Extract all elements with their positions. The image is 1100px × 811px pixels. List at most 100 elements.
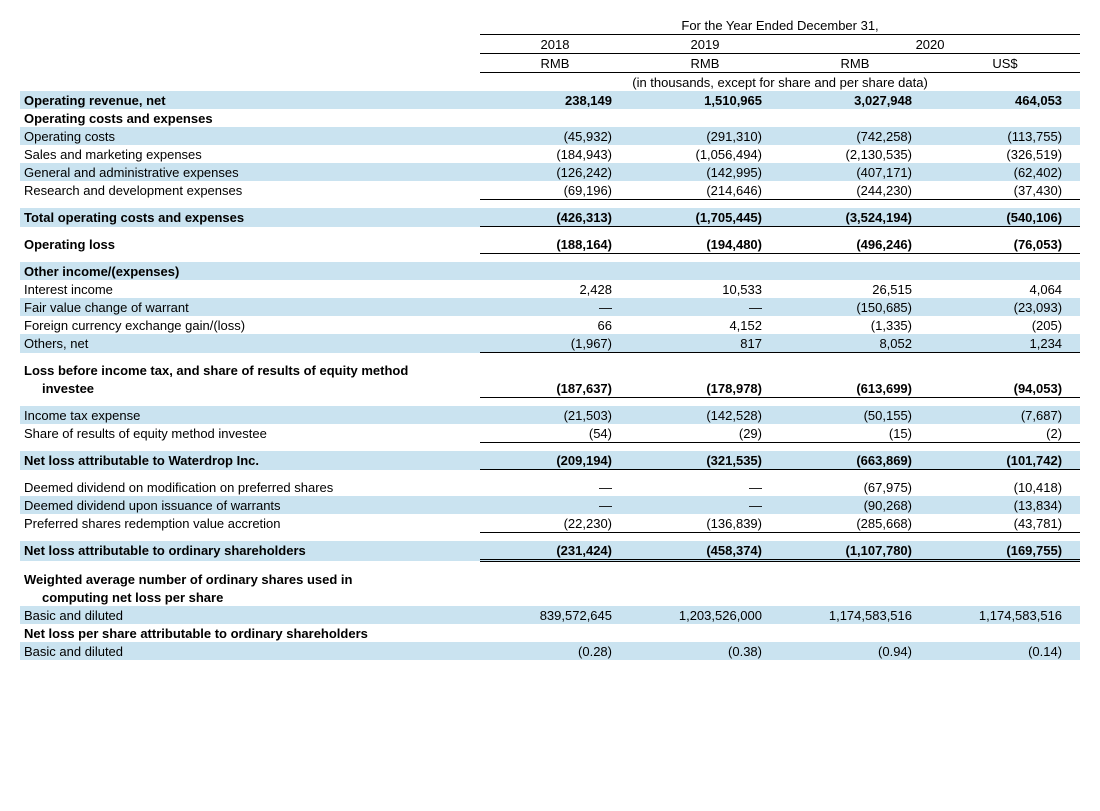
cell bbox=[930, 588, 1080, 606]
cell: 1,203,526,000 bbox=[630, 606, 780, 624]
row-label: Income tax expense bbox=[20, 406, 480, 424]
cell bbox=[630, 570, 780, 588]
cell: (285,668) bbox=[780, 514, 930, 533]
cell: (0.14) bbox=[930, 642, 1080, 660]
cell: (244,230) bbox=[780, 181, 930, 200]
table-row: Deemed dividend on modification on prefe… bbox=[20, 478, 1080, 496]
cell: 464,053 bbox=[930, 91, 1080, 109]
row-label: Operating loss bbox=[20, 235, 480, 254]
cell: (29) bbox=[630, 424, 780, 443]
cell bbox=[930, 570, 1080, 588]
cell: 2,428 bbox=[480, 280, 630, 298]
period-header: For the Year Ended December 31, bbox=[480, 16, 1080, 35]
cell: (188,164) bbox=[480, 235, 630, 254]
cell: (3,524,194) bbox=[780, 208, 930, 227]
cell: 1,174,583,516 bbox=[930, 606, 1080, 624]
cell: 4,152 bbox=[630, 316, 780, 334]
cell bbox=[630, 361, 780, 379]
cell: (2) bbox=[930, 424, 1080, 443]
year-2020: 2020 bbox=[780, 35, 1080, 54]
cell: (0.94) bbox=[780, 642, 930, 660]
cell: (150,685) bbox=[780, 298, 930, 316]
row-label: Total operating costs and expenses bbox=[20, 208, 480, 227]
cell bbox=[480, 109, 630, 127]
table-row: Basic and diluted839,572,6451,203,526,00… bbox=[20, 606, 1080, 624]
cell: (0.28) bbox=[480, 642, 630, 660]
cell: (178,978) bbox=[630, 379, 780, 398]
cell: (194,480) bbox=[630, 235, 780, 254]
table-row: computing net loss per share bbox=[20, 588, 1080, 606]
cell: (291,310) bbox=[630, 127, 780, 145]
table-row: Deemed dividend upon issuance of warrant… bbox=[20, 496, 1080, 514]
year-2019: 2019 bbox=[630, 35, 780, 54]
unit-col-0: RMB bbox=[480, 54, 630, 73]
cell: (23,093) bbox=[930, 298, 1080, 316]
row-label: Fair value change of warrant bbox=[20, 298, 480, 316]
unit-col-3: US$ bbox=[930, 54, 1080, 73]
table-row: Basic and diluted(0.28)(0.38)(0.94)(0.14… bbox=[20, 642, 1080, 660]
cell: (37,430) bbox=[930, 181, 1080, 200]
row-label: Sales and marketing expenses bbox=[20, 145, 480, 163]
unit-col-1: RMB bbox=[630, 54, 780, 73]
financial-table: For the Year Ended December 31,201820192… bbox=[20, 16, 1080, 660]
row-label: Loss before income tax, and share of res… bbox=[20, 361, 480, 379]
cell: — bbox=[630, 496, 780, 514]
cell: (21,503) bbox=[480, 406, 630, 424]
table-row: Research and development expenses(69,196… bbox=[20, 181, 1080, 200]
cell bbox=[780, 361, 930, 379]
row-label: Basic and diluted bbox=[20, 606, 480, 624]
cell: (50,155) bbox=[780, 406, 930, 424]
cell: (113,755) bbox=[930, 127, 1080, 145]
row-label: Operating costs and expenses bbox=[20, 109, 480, 127]
table-row: Net loss attributable to ordinary shareh… bbox=[20, 541, 1080, 561]
cell: (209,194) bbox=[480, 451, 630, 470]
row-label: Interest income bbox=[20, 280, 480, 298]
cell: (1,107,780) bbox=[780, 541, 930, 561]
cell: (142,995) bbox=[630, 163, 780, 181]
table-row: Preferred shares redemption value accret… bbox=[20, 514, 1080, 533]
cell bbox=[630, 624, 780, 642]
cell: (540,106) bbox=[930, 208, 1080, 227]
table-row: Total operating costs and expenses(426,3… bbox=[20, 208, 1080, 227]
cell: 8,052 bbox=[780, 334, 930, 353]
unit-col-2: RMB bbox=[780, 54, 930, 73]
cell: 238,149 bbox=[480, 91, 630, 109]
row-label: Foreign currency exchange gain/(loss) bbox=[20, 316, 480, 334]
cell: (1,705,445) bbox=[630, 208, 780, 227]
cell: (67,975) bbox=[780, 478, 930, 496]
cell bbox=[480, 262, 630, 280]
cell bbox=[780, 262, 930, 280]
cell: (13,834) bbox=[930, 496, 1080, 514]
row-label: Net loss per share attributable to ordin… bbox=[20, 624, 480, 642]
cell: (7,687) bbox=[930, 406, 1080, 424]
cell: (10,418) bbox=[930, 478, 1080, 496]
cell bbox=[930, 624, 1080, 642]
row-label: Net loss attributable to ordinary shareh… bbox=[20, 541, 480, 561]
row-label: Net loss attributable to Waterdrop Inc. bbox=[20, 451, 480, 470]
table-row: Weighted average number of ordinary shar… bbox=[20, 570, 1080, 588]
table-row: Share of results of equity method invest… bbox=[20, 424, 1080, 443]
cell: 66 bbox=[480, 316, 630, 334]
cell: (742,258) bbox=[780, 127, 930, 145]
table-row: Sales and marketing expenses(184,943)(1,… bbox=[20, 145, 1080, 163]
cell bbox=[630, 588, 780, 606]
cell: 1,174,583,516 bbox=[780, 606, 930, 624]
cell bbox=[480, 361, 630, 379]
header-note: (in thousands, except for share and per … bbox=[480, 73, 1080, 92]
table-row: Operating loss(188,164)(194,480)(496,246… bbox=[20, 235, 1080, 254]
row-label: Preferred shares redemption value accret… bbox=[20, 514, 480, 533]
row-label: Deemed dividend on modification on prefe… bbox=[20, 478, 480, 496]
cell: (90,268) bbox=[780, 496, 930, 514]
cell: (94,053) bbox=[930, 379, 1080, 398]
table-row: Operating revenue, net238,1491,510,9653,… bbox=[20, 91, 1080, 109]
cell: 817 bbox=[630, 334, 780, 353]
cell: (169,755) bbox=[930, 541, 1080, 561]
cell: — bbox=[480, 298, 630, 316]
cell bbox=[930, 109, 1080, 127]
cell bbox=[780, 570, 930, 588]
row-label: General and administrative expenses bbox=[20, 163, 480, 181]
cell: (326,519) bbox=[930, 145, 1080, 163]
row-label: computing net loss per share bbox=[20, 588, 480, 606]
cell bbox=[480, 570, 630, 588]
cell: — bbox=[480, 496, 630, 514]
